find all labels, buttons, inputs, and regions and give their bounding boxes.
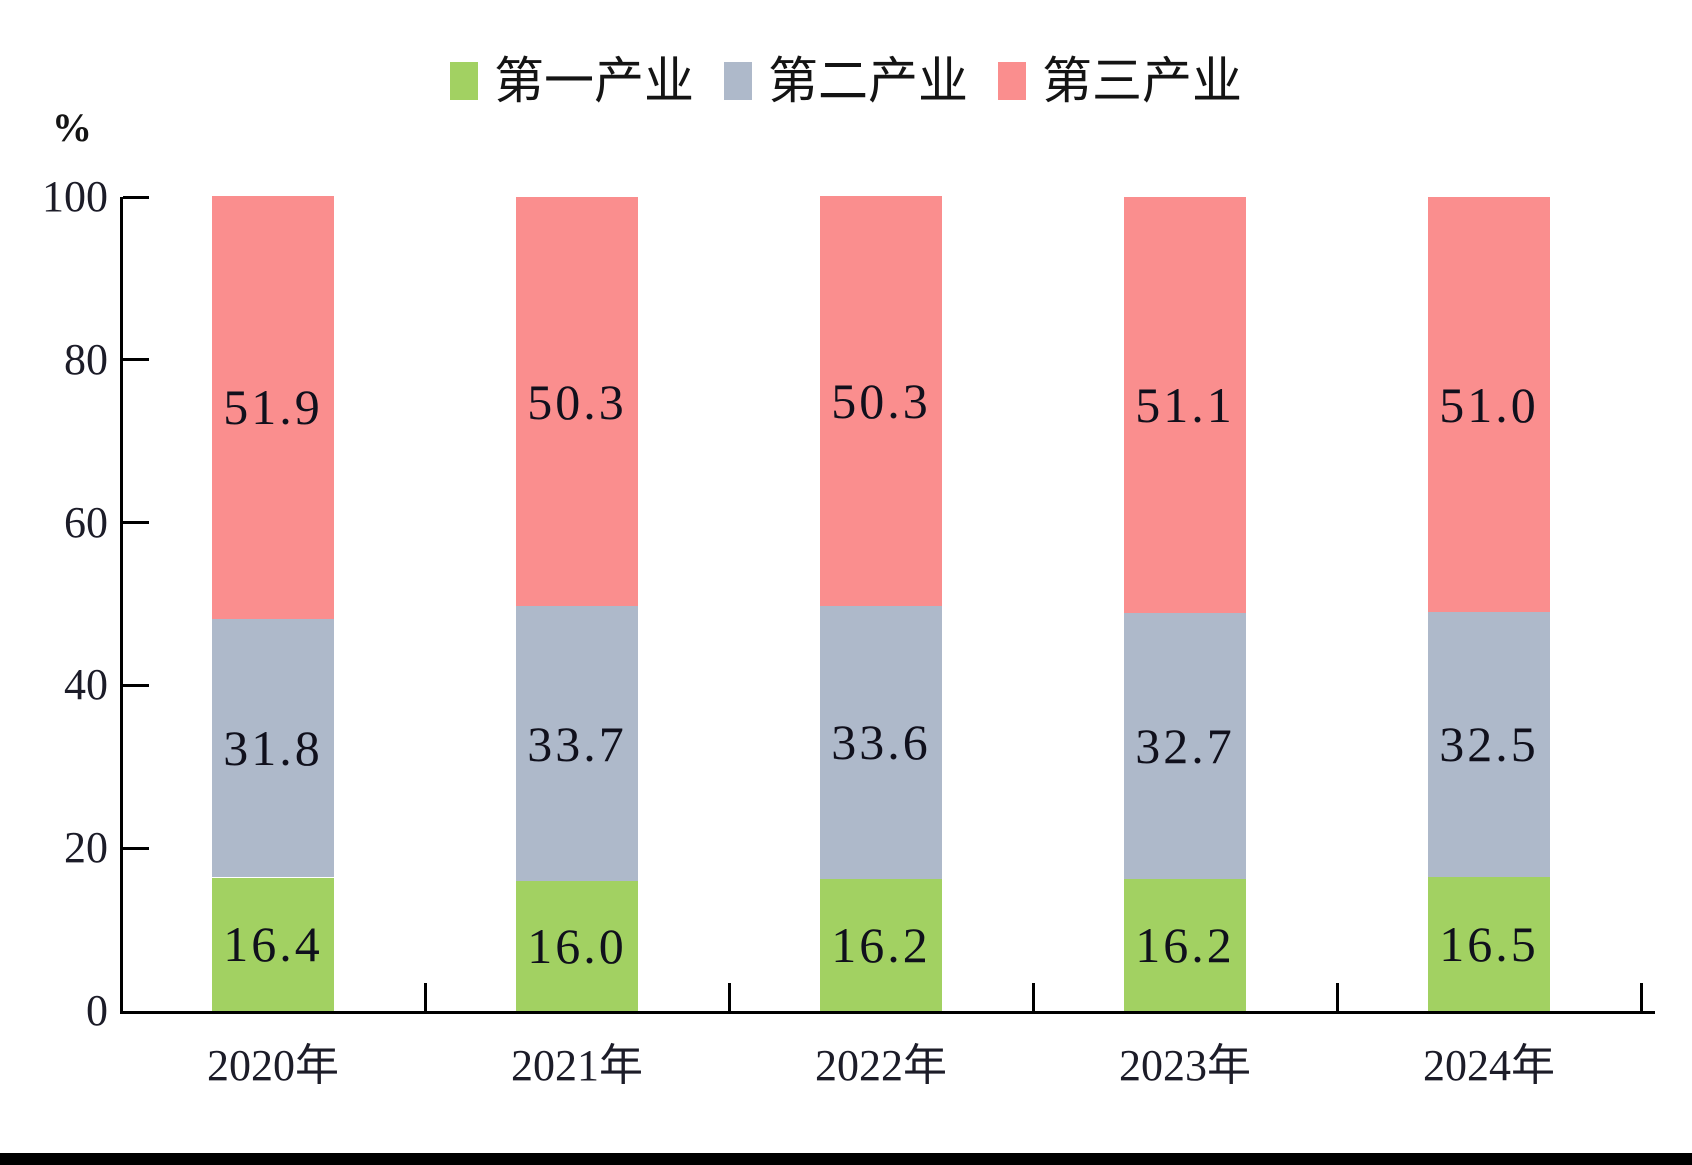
bar-segment: 51.9 — [212, 196, 334, 619]
bar-segment: 16.2 — [1124, 879, 1246, 1011]
legend-label: 第二产业 — [768, 53, 968, 109]
x-axis-tick — [1335, 983, 1339, 1011]
bar-value-label: 50.3 — [527, 373, 627, 430]
bar-segment: 16.5 — [1428, 876, 1550, 1011]
y-axis-tick — [123, 683, 149, 687]
legend-label: 第一产业 — [494, 53, 694, 109]
x-axis-line — [120, 1011, 1655, 1014]
bar-2021年: 16.0 33.7 50.3 — [516, 197, 638, 1011]
legend-label: 第三产业 — [1042, 53, 1242, 109]
y-axis-tick — [123, 358, 149, 362]
y-axis-tick-label: 100 — [42, 172, 108, 221]
x-axis-label: 2024年 — [1423, 1041, 1555, 1090]
bar-segment: 50.3 — [820, 196, 942, 606]
bar-segment: 16.2 — [820, 879, 942, 1011]
y-axis-line — [120, 197, 123, 1014]
bar-segment: 32.5 — [1428, 612, 1550, 877]
legend-swatch-icon — [998, 62, 1026, 100]
y-axis-unit-label: % — [52, 105, 92, 150]
bar-value-label: 16.0 — [527, 917, 627, 974]
chart-legend: 第一产业 第二产业 第三产业 — [0, 56, 1692, 106]
bar-value-label: 51.9 — [223, 379, 323, 436]
bar-value-label: 16.5 — [1439, 915, 1539, 972]
bar-value-label: 33.6 — [831, 714, 931, 771]
legend-swatch-icon — [724, 62, 752, 100]
bar-value-label: 32.7 — [1135, 718, 1235, 775]
x-axis-label: 2023年 — [1119, 1041, 1251, 1090]
bar-segment: 33.6 — [820, 605, 942, 880]
bar-2023年: 16.2 32.7 51.1 — [1124, 197, 1246, 1011]
bar-2024年: 16.5 32.5 51.0 — [1428, 197, 1550, 1011]
x-axis-tick — [1639, 983, 1643, 1011]
legend-item-3: 第三产业 — [998, 56, 1242, 106]
legend-item-1: 第一产业 — [450, 56, 694, 106]
legend-swatch-icon — [450, 62, 478, 100]
y-axis-tick-label: 0 — [86, 986, 108, 1035]
bar-segment: 32.7 — [1124, 612, 1246, 880]
bar-value-label: 16.4 — [223, 916, 323, 973]
bottom-rule — [0, 1153, 1692, 1165]
bar-value-label: 31.8 — [223, 720, 323, 777]
x-axis-tick — [727, 983, 731, 1011]
bar-value-label: 16.2 — [831, 917, 931, 974]
bar-2020年: 16.4 31.8 51.9 — [212, 196, 334, 1011]
x-axis-label: 2020年 — [207, 1041, 339, 1090]
y-axis-tick — [123, 521, 149, 525]
bar-value-label: 16.2 — [1135, 917, 1235, 974]
bar-segment: 51.0 — [1428, 197, 1550, 613]
y-axis-tick-label: 20 — [64, 823, 108, 873]
bar-value-label: 51.0 — [1439, 376, 1539, 433]
legend-item-2: 第二产业 — [724, 56, 968, 106]
y-axis-tick-label: 80 — [64, 334, 108, 384]
x-axis-label: 2021年 — [511, 1041, 643, 1090]
y-axis-tick-label: 40 — [64, 660, 108, 710]
x-axis-tick — [423, 983, 427, 1011]
bar-segment: 51.1 — [1124, 197, 1246, 613]
y-axis-tick — [123, 195, 149, 199]
bar-2022年: 16.2 33.6 50.3 — [820, 196, 942, 1011]
bar-value-label: 33.7 — [527, 715, 627, 772]
bar-value-label: 32.5 — [1439, 716, 1539, 773]
bar-value-label: 50.3 — [831, 372, 931, 429]
bar-segment: 31.8 — [212, 618, 334, 878]
y-axis-tick-label: 60 — [64, 497, 108, 547]
bar-segment: 50.3 — [516, 197, 638, 607]
x-axis-label: 2022年 — [815, 1041, 947, 1090]
y-axis-tick — [123, 846, 149, 850]
bar-segment: 33.7 — [516, 606, 638, 881]
bar-value-label: 51.1 — [1135, 376, 1235, 433]
bar-segment: 16.4 — [212, 877, 334, 1011]
bar-segment: 16.0 — [516, 880, 638, 1011]
x-axis-tick — [1031, 983, 1035, 1011]
